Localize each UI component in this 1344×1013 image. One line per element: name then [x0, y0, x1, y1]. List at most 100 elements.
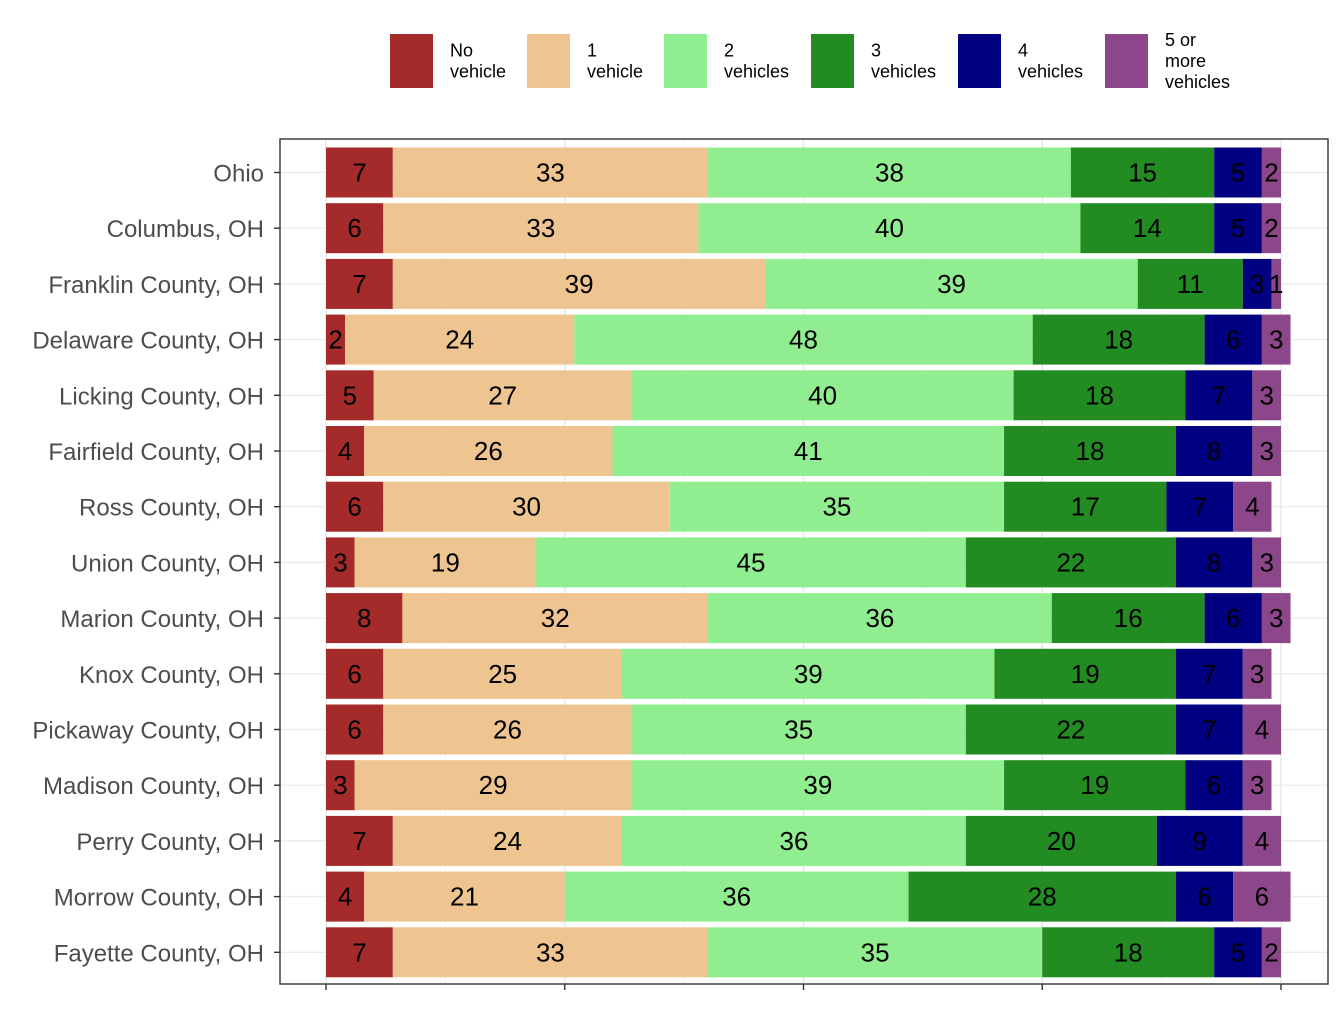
bar-segment-3-vehicles — [908, 871, 1176, 922]
legend-label: 2 vehicles — [724, 41, 789, 82]
bar-value-label: 3 — [1259, 380, 1273, 410]
bar-value-label: 19 — [1071, 659, 1100, 689]
bar-value-label: 3 — [1269, 325, 1283, 355]
bar-segment-no-vehicle — [326, 704, 384, 755]
bar-segment-4-vehicles — [1175, 426, 1253, 476]
legend-item-no-vehicle: No vehicle — [390, 34, 506, 88]
y-axis-label: Columbus, OH — [107, 216, 264, 243]
bar-segment-5-or-more-vehicles — [1261, 147, 1281, 198]
bar-value-label: 9 — [1193, 826, 1207, 856]
bar-segment-3-vehicles — [1137, 258, 1243, 309]
y-axis-label: Pickaway County, OH — [32, 718, 264, 745]
bar-value-label: 33 — [536, 937, 565, 967]
bar-value-label: 6 — [1255, 882, 1269, 912]
legend-key — [527, 34, 570, 88]
legend-label: 4 vehicles — [1018, 41, 1083, 82]
bar-segment-2-vehicles — [708, 147, 1071, 198]
bar-segment-3-vehicles — [965, 815, 1157, 866]
bar-value-label: 36 — [779, 826, 808, 856]
bar-segment-5-or-more-vehicles — [1252, 426, 1281, 476]
bar-segment-1-vehicle — [364, 426, 613, 476]
bar-value-label: 6 — [1207, 770, 1221, 800]
bar-segment-3-vehicles — [1051, 593, 1205, 644]
bar-segment-no-vehicle — [326, 147, 393, 198]
y-axis-label: Perry County, OH — [76, 829, 264, 856]
bar-segment-4-vehicles — [1185, 370, 1253, 421]
bar-value-label: 3 — [1250, 770, 1264, 800]
bar-value-label: 3 — [333, 547, 347, 577]
bar-value-label: 36 — [722, 882, 751, 912]
bar-value-label: 39 — [803, 770, 832, 800]
bar-value-label: 24 — [493, 826, 522, 856]
bar-segment-1-vehicle — [345, 314, 575, 365]
legend-item-1-vehicle: 1 vehicle — [527, 34, 643, 88]
bar-segment-no-vehicle — [326, 481, 384, 532]
y-axis-label: Ross County, OH — [79, 495, 264, 522]
bar-value-label: 7 — [352, 158, 366, 188]
bar-segment-2-vehicles — [765, 258, 1138, 309]
bar-segment-no-vehicle — [326, 648, 384, 699]
bar-value-label: 15 — [1128, 158, 1157, 188]
bar-value-label: 26 — [474, 436, 503, 466]
bar-value-label: 3 — [333, 770, 347, 800]
bar-value-label: 3 — [1259, 436, 1273, 466]
bar-segment-5-or-more-vehicles — [1242, 815, 1281, 866]
bar-segment-2-vehicles — [622, 815, 966, 866]
legend-item-2-vehicles: 2 vehicles — [664, 34, 789, 88]
bar-segment-3-vehicles — [1070, 147, 1215, 198]
bar-segment-5-or-more-vehicles — [1233, 871, 1291, 922]
bar-value-label: 19 — [1080, 770, 1109, 800]
legend-item-3-vehicles: 3 vehicles — [811, 34, 936, 88]
bar-value-label: 17 — [1071, 492, 1100, 522]
bar-segment-no-vehicle — [326, 314, 346, 365]
bar-value-label: 6 — [347, 659, 361, 689]
bar-value-label: 6 — [1197, 882, 1211, 912]
bar-segment-1-vehicle — [383, 203, 699, 254]
bar-segment-4-vehicles — [1156, 815, 1243, 866]
bar-segment-4-vehicles — [1214, 203, 1262, 254]
bar-value-label: 33 — [526, 213, 555, 243]
bar-segment-2-vehicles — [631, 704, 966, 755]
bar-segment-4-vehicles — [1175, 704, 1243, 755]
bar-segment-no-vehicle — [326, 203, 384, 254]
bar-segment-3-vehicles — [1032, 314, 1205, 365]
bar-value-label: 4 — [1255, 826, 1269, 856]
bar-value-label: 26 — [493, 715, 522, 745]
bar-segment-2-vehicles — [708, 927, 1043, 978]
bar-value-label: 8 — [357, 603, 371, 633]
bar-value-label: 6 — [347, 715, 361, 745]
bar-value-label: 6 — [1226, 603, 1240, 633]
bar-segment-2-vehicles — [631, 370, 1014, 421]
bar-segment-5-or-more-vehicles — [1252, 370, 1281, 421]
legend-key — [811, 34, 854, 88]
bar-value-label: 6 — [1226, 325, 1240, 355]
bar-value-label: 3 — [1259, 547, 1273, 577]
bar-value-label: 40 — [875, 213, 904, 243]
bar-segment-4-vehicles — [1166, 481, 1234, 532]
bar-value-label: 35 — [822, 492, 851, 522]
legend-key — [664, 34, 707, 88]
bar-segment-3-vehicles — [1080, 203, 1215, 254]
bar-value-label: 18 — [1085, 380, 1114, 410]
legend-key — [958, 34, 1001, 88]
bar-value-label: 35 — [784, 715, 813, 745]
y-axis-label: Ohio — [213, 161, 264, 188]
bar-segment-5-or-more-vehicles — [1242, 760, 1272, 811]
bar-segment-2-vehicles — [698, 203, 1081, 254]
legend-label: 5 or more vehicles — [1165, 30, 1230, 92]
bar-value-label: 48 — [789, 325, 818, 355]
bar-segment-no-vehicle — [326, 760, 355, 811]
bar-segment-5-or-more-vehicles — [1242, 704, 1281, 755]
bar-segment-1-vehicle — [392, 147, 708, 198]
y-axis-label: Delaware County, OH — [32, 328, 264, 355]
bar-value-label: 7 — [1212, 380, 1226, 410]
y-axis-label: Fayette County, OH — [54, 940, 264, 967]
bar-value-label: 6 — [347, 213, 361, 243]
y-axis-label: Knox County, OH — [79, 662, 264, 689]
bar-segment-no-vehicle — [326, 258, 393, 309]
bar-value-label: 2 — [1264, 213, 1278, 243]
bar-segment-1-vehicle — [402, 593, 708, 644]
y-axis-label: Madison County, OH — [43, 773, 264, 800]
bar-segment-2-vehicles — [669, 481, 1005, 532]
bar-segment-1-vehicle — [373, 370, 632, 421]
